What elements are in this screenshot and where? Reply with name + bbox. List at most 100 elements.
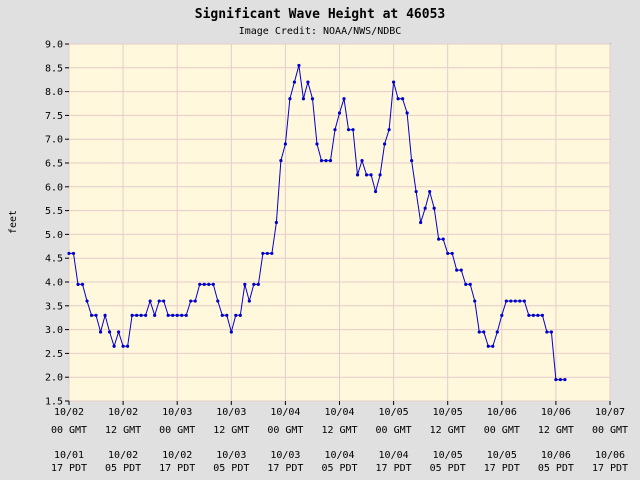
data-point	[432, 206, 436, 210]
x-tick-pdt-time: 05 PDT	[538, 463, 574, 474]
x-tick-pdt-time: 05 PDT	[430, 463, 466, 474]
x-tick-gmt-date: 10/02	[54, 407, 84, 418]
data-point	[419, 220, 423, 225]
data-point	[468, 282, 472, 286]
x-tick-pdt-time: 17 PDT	[376, 463, 412, 474]
y-tick-label: 7.5	[45, 111, 63, 122]
data-point	[554, 377, 558, 382]
data-point	[396, 97, 400, 101]
data-point	[401, 97, 405, 101]
y-tick-label: 2.0	[45, 373, 63, 384]
data-point	[549, 330, 553, 334]
data-point	[202, 282, 206, 286]
x-tick-gmt-date: 10/05	[433, 407, 463, 418]
data-point	[491, 344, 495, 348]
x-tick-pdt-date: 10/01	[54, 450, 84, 461]
x-tick-gmt-date: 10/04	[270, 407, 300, 418]
data-point	[121, 344, 125, 348]
x-tick-gmt-date: 10/06	[487, 407, 517, 418]
data-point	[540, 313, 544, 317]
x-tick-pdt-date: 10/02	[162, 450, 192, 461]
data-point	[373, 189, 378, 194]
data-point	[378, 173, 382, 177]
data-point	[328, 159, 333, 163]
data-point	[414, 189, 418, 194]
data-point	[225, 313, 229, 317]
data-point	[247, 299, 251, 303]
data-point	[428, 189, 432, 194]
y-tick-label: 6.0	[45, 182, 63, 193]
y-tick-label: 4.0	[45, 278, 63, 289]
x-tick-pdt-time: 17 PDT	[267, 463, 303, 474]
data-point	[346, 128, 351, 132]
data-point	[315, 142, 319, 146]
data-point	[184, 313, 188, 317]
x-tick-pdt-time: 05 PDT	[321, 463, 357, 474]
x-tick-pdt-date: 10/03	[216, 450, 246, 461]
data-point	[189, 299, 193, 303]
data-point	[342, 97, 346, 101]
data-point	[112, 344, 116, 348]
data-point	[500, 313, 504, 317]
x-tick-gmt-time: 12 GMT	[321, 425, 357, 436]
x-tick-pdt-time: 05 PDT	[105, 463, 141, 474]
data-point	[545, 330, 549, 334]
data-point	[193, 299, 197, 303]
data-point	[126, 344, 130, 348]
x-tick-pdt-date: 10/02	[108, 450, 138, 461]
data-point	[139, 313, 143, 317]
data-point	[279, 159, 283, 163]
data-point	[144, 313, 148, 317]
chart-title: Significant Wave Height at 46053	[195, 7, 445, 22]
x-tick-gmt-time: 12 GMT	[538, 425, 574, 436]
y-tick-label: 4.5	[45, 254, 63, 265]
chart-subtitle: Image Credit: NOAA/NWS/NDBC	[239, 26, 402, 37]
data-point	[67, 251, 71, 256]
y-tick-label: 7.0	[45, 135, 63, 146]
x-tick-gmt-date: 10/06	[541, 407, 571, 418]
y-axis-label: feet	[8, 210, 19, 234]
data-point	[437, 237, 441, 241]
data-point	[98, 330, 103, 334]
data-point	[180, 313, 184, 317]
data-point	[486, 344, 490, 348]
data-point	[495, 330, 499, 334]
data-point	[148, 299, 152, 303]
x-tick-pdt-time: 17 PDT	[484, 463, 520, 474]
y-tick-label: 5.5	[45, 206, 63, 217]
x-tick-gmt-date: 10/03	[216, 407, 246, 418]
data-point	[71, 251, 76, 256]
y-tick-label: 8.5	[45, 63, 63, 74]
data-point	[364, 173, 369, 177]
data-point	[89, 313, 94, 317]
data-point	[238, 313, 242, 317]
y-tick-label: 8.0	[45, 87, 63, 98]
data-point	[243, 282, 247, 286]
data-point	[234, 313, 238, 317]
data-point	[522, 299, 526, 303]
data-point	[166, 313, 170, 317]
data-point	[473, 299, 477, 303]
data-point	[477, 330, 481, 334]
data-point	[76, 282, 80, 286]
data-point	[482, 330, 486, 334]
x-tick-pdt-time: 17 PDT	[159, 463, 195, 474]
data-point	[107, 330, 112, 334]
data-point	[310, 97, 315, 101]
data-point	[94, 313, 98, 317]
x-tick-gmt-time: 00 GMT	[159, 425, 195, 436]
data-point	[387, 128, 391, 132]
data-point	[513, 299, 517, 303]
data-point	[130, 313, 134, 317]
data-point	[563, 377, 567, 382]
x-tick-pdt-date: 10/05	[433, 450, 463, 461]
y-axis-ticks: 1.5 2.0 2.5 3.0 3.5 4.0 4.5 5.0 5.5 6.0 6.5 7.0 7.5 8…	[45, 40, 69, 408]
data-point	[509, 299, 513, 303]
data-point	[288, 97, 292, 101]
data-point	[85, 299, 89, 303]
y-tick-label: 2.5	[45, 349, 63, 360]
data-point	[256, 282, 260, 286]
y-tick-label: 9.0	[45, 40, 63, 51]
x-tick-gmt-time: 00 GMT	[267, 425, 303, 436]
x-axis-ticks: 10/02 00 GMT 10/01 17 PDT 10/02 12 GMT 10/02 05…	[51, 401, 628, 474]
